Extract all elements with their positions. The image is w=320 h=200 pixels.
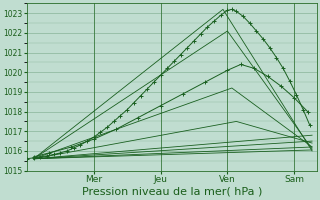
X-axis label: Pression niveau de la mer( hPa ): Pression niveau de la mer( hPa ) [82,187,262,197]
